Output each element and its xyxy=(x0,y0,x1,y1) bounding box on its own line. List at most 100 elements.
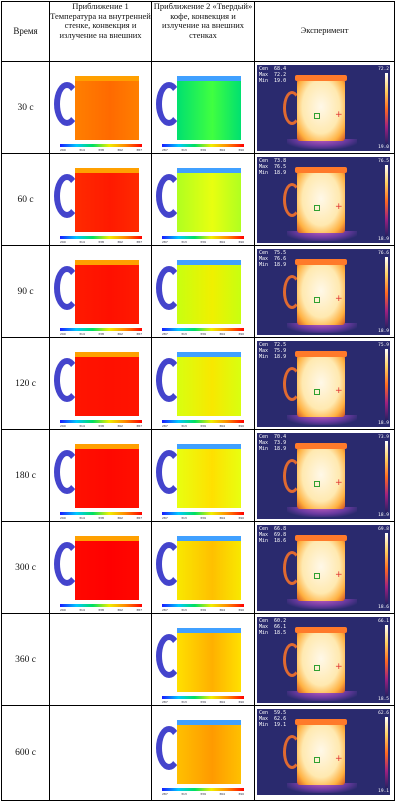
scale-tick-label: 313 xyxy=(181,332,187,336)
temperature-readout: Cen 68.4 Max 72.2 Min 19.0 xyxy=(259,66,286,84)
color-scale-labels: 287 313 339 364 390 xyxy=(162,240,244,244)
measure-box-marker xyxy=(314,205,320,211)
approx1-cell: 290 314 338 362 387 xyxy=(49,337,152,430)
readout-cen: Cen 70.4 xyxy=(259,434,287,440)
readout-max: Max 76.5 xyxy=(259,164,287,170)
time-cell: 30 с xyxy=(1,61,50,154)
mug-handle xyxy=(54,542,80,586)
experiment-cell: + Cen 66.8 Max 69.8 Min 18.6 69.8 18.6 xyxy=(254,521,395,614)
readout-cen: Cen 60.2 xyxy=(259,618,287,624)
mug-handle xyxy=(54,358,80,402)
scale-tick-label: 387 xyxy=(136,516,142,520)
scale-tick-label: 390 xyxy=(238,148,244,152)
approx1-mug-image xyxy=(53,536,149,600)
approx2-mug-image xyxy=(155,720,251,784)
scale-tick-label: 364 xyxy=(219,148,225,152)
scale-tick-label: 287 xyxy=(162,792,168,796)
time-cell: 360 с xyxy=(1,613,50,706)
readout-cen: Cen 73.8 xyxy=(259,158,287,164)
readout-cen: Cen 59.5 xyxy=(259,710,287,716)
approx2-mug-image xyxy=(155,260,251,324)
thermal-surface-glow xyxy=(287,415,357,425)
crosshair-marker: + xyxy=(335,386,343,396)
scale-tick-label: 387 xyxy=(136,240,142,244)
scale-tick-label: 390 xyxy=(238,516,244,520)
color-scale-bar xyxy=(60,512,142,515)
mug-handle xyxy=(156,266,182,310)
thermal-surface-glow xyxy=(287,507,357,517)
color-scale-bar xyxy=(60,604,142,607)
thermal-mug-body xyxy=(297,447,345,509)
thermal-image: + Cen 75.5 Max 76.6 Min 18.9 76.6 18.9 xyxy=(257,249,390,335)
color-scale-labels: 290 314 338 362 387 xyxy=(60,516,142,520)
scale-tick-label: 313 xyxy=(181,608,187,612)
scale-max-label: 62.6 xyxy=(378,711,389,716)
scale-max-label: 69.8 xyxy=(378,527,389,532)
readout-cen: Cen 75.5 xyxy=(259,250,287,256)
scale-tick-label: 287 xyxy=(162,332,168,336)
scale-tick-label: 362 xyxy=(117,148,123,152)
color-scale-labels: 290 314 338 362 387 xyxy=(60,240,142,244)
scale-tick-label: 287 xyxy=(162,608,168,612)
mug-handle xyxy=(156,358,182,402)
thermal-mug-body xyxy=(297,79,345,141)
thermal-mug-rim xyxy=(295,719,347,725)
thermal-color-scale xyxy=(385,533,388,605)
temperature-readout: Cen 59.5 Max 62.6 Min 19.1 xyxy=(259,710,286,728)
thermal-mug-handle xyxy=(283,643,301,677)
mug-body xyxy=(177,536,241,600)
mug-handle xyxy=(54,82,80,126)
scale-tick-label: 387 xyxy=(136,608,142,612)
mug-handle xyxy=(156,450,182,494)
readout-min: Min 18.9 xyxy=(259,170,287,176)
thermal-surface-glow xyxy=(287,231,357,241)
thermal-image: + Cen 59.5 Max 62.6 Min 19.1 62.6 19.1 xyxy=(257,709,390,795)
approx2-mug-image xyxy=(155,168,251,232)
thermal-color-scale xyxy=(385,625,388,697)
mug-handle xyxy=(156,634,182,678)
experiment-cell: + Cen 72.5 Max 75.9 Min 18.9 75.9 18.9 xyxy=(254,337,395,430)
thermal-surface-glow xyxy=(287,139,357,149)
approx1-mug-image xyxy=(53,76,149,140)
mug-body xyxy=(177,352,241,416)
readout-min: Min 19.1 xyxy=(259,722,287,728)
time-cell: 600 с xyxy=(1,705,50,801)
scale-tick-label: 290 xyxy=(60,608,66,612)
approx2-cell: 287 313 339 364 390 xyxy=(151,521,255,614)
thermal-surface-glow xyxy=(287,599,357,609)
mug-handle xyxy=(156,82,182,126)
mug-body xyxy=(177,444,241,508)
scale-tick-label: 338 xyxy=(98,424,104,428)
scale-tick-label: 364 xyxy=(219,792,225,796)
scale-tick-label: 362 xyxy=(117,332,123,336)
approx1-mug-image xyxy=(53,260,149,324)
thermal-image: + Cen 66.8 Max 69.8 Min 18.6 69.8 18.6 xyxy=(257,525,390,611)
scale-tick-label: 390 xyxy=(238,792,244,796)
temperature-readout: Cen 60.2 Max 66.1 Min 18.5 xyxy=(259,618,286,636)
crosshair-marker: + xyxy=(335,110,343,120)
color-scale-bar xyxy=(162,328,244,331)
mug-body xyxy=(75,352,139,416)
color-scale-labels: 287 313 339 364 390 xyxy=(162,332,244,336)
temperature-readout: Cen 75.5 Max 76.6 Min 18.9 xyxy=(259,250,286,268)
header-experiment: Эксперимент xyxy=(254,1,395,62)
thermal-mug-body xyxy=(297,539,345,601)
color-scale-bar xyxy=(60,144,142,147)
scale-tick-label: 287 xyxy=(162,700,168,704)
measure-box-marker xyxy=(314,297,320,303)
approx2-cell: 287 313 339 364 390 xyxy=(151,245,255,338)
scale-tick-label: 390 xyxy=(238,608,244,612)
mug-body xyxy=(177,260,241,324)
scale-tick-label: 364 xyxy=(219,700,225,704)
scale-tick-label: 313 xyxy=(181,424,187,428)
scale-tick-label: 339 xyxy=(200,792,206,796)
color-scale-bar xyxy=(162,236,244,239)
thermal-mug-rim xyxy=(295,75,347,81)
measure-box-marker xyxy=(314,389,320,395)
readout-min: Min 18.9 xyxy=(259,446,287,452)
mug-body xyxy=(75,76,139,140)
time-cell: 180 с xyxy=(1,429,50,522)
thermal-mug-handle xyxy=(283,275,301,309)
crosshair-marker: + xyxy=(335,202,343,212)
scale-tick-label: 290 xyxy=(60,516,66,520)
